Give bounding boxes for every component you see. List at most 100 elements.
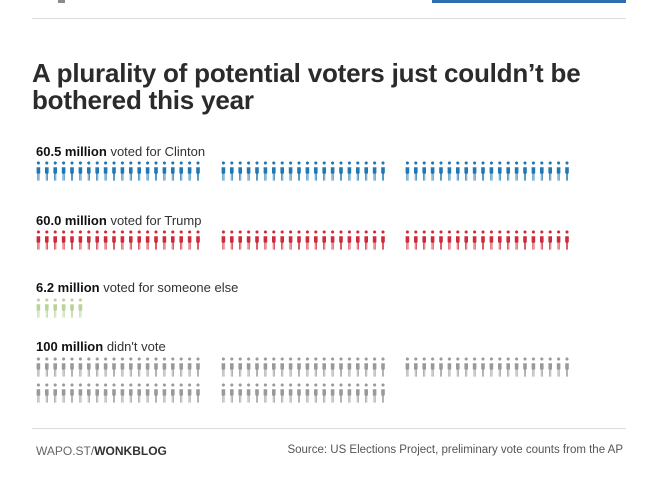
person-icon xyxy=(263,383,268,403)
person-icon xyxy=(330,383,335,403)
person-icon xyxy=(439,161,443,181)
person-icon xyxy=(305,357,310,377)
person-icon xyxy=(322,383,326,403)
person-icon xyxy=(540,161,544,181)
person-icon xyxy=(53,298,57,318)
series-did-not-vote xyxy=(36,357,569,403)
person-icon xyxy=(162,357,167,377)
person-icon xyxy=(255,161,259,181)
footer-site-name: WONKBLOG xyxy=(94,444,167,458)
person-icon xyxy=(196,383,200,403)
person-icon xyxy=(556,161,561,181)
person-icon xyxy=(356,161,360,181)
label-other-value: 6.2 million xyxy=(36,280,100,295)
person-icon xyxy=(314,357,318,377)
chart-title: A plurality of potential voters just cou… xyxy=(32,58,581,115)
person-icon xyxy=(514,357,519,377)
person-icon xyxy=(297,357,301,377)
person-icon xyxy=(255,230,259,250)
person-icon xyxy=(238,357,242,377)
person-icon xyxy=(297,230,301,250)
person-icon xyxy=(179,383,183,403)
person-icon xyxy=(95,161,99,181)
person-icon xyxy=(506,357,510,377)
person-icon xyxy=(439,357,443,377)
label-other: 6.2 million voted for someone else xyxy=(36,280,238,295)
person-icon xyxy=(347,357,352,377)
person-icon xyxy=(489,230,494,250)
person-icon xyxy=(61,161,66,181)
label-trump-text: voted for Trump xyxy=(110,213,202,228)
label-nonvoters-text: didn't vote xyxy=(106,339,166,354)
person-icon xyxy=(447,357,452,377)
person-icon xyxy=(137,230,141,250)
person-icon xyxy=(145,230,150,250)
person-icon xyxy=(356,357,360,377)
series-clinton xyxy=(36,161,569,181)
person-icon xyxy=(314,383,318,403)
person-icon xyxy=(230,161,234,181)
person-icon xyxy=(61,357,66,377)
person-icon xyxy=(464,161,468,181)
person-icon xyxy=(78,298,83,318)
person-icon xyxy=(154,383,158,403)
person-icon xyxy=(339,161,343,181)
person-icon xyxy=(305,230,310,250)
person-icon xyxy=(430,357,435,377)
person-icon xyxy=(112,230,116,250)
person-icon xyxy=(305,383,310,403)
person-icon xyxy=(70,383,74,403)
person-icon xyxy=(498,161,502,181)
person-icon xyxy=(95,383,99,403)
person-icon xyxy=(87,161,91,181)
person-icon xyxy=(405,357,410,377)
person-icon xyxy=(137,383,141,403)
person-icon xyxy=(45,161,49,181)
footer-source: Source: US Elections Project, preliminar… xyxy=(287,444,623,456)
person-icon xyxy=(372,230,377,250)
person-icon xyxy=(372,357,377,377)
person-icon xyxy=(314,230,318,250)
person-icon xyxy=(330,357,335,377)
person-icon xyxy=(514,230,519,250)
person-icon xyxy=(322,161,326,181)
person-icon xyxy=(565,357,569,377)
person-icon xyxy=(414,357,418,377)
person-icon xyxy=(78,161,83,181)
person-icon xyxy=(272,357,276,377)
person-icon xyxy=(288,230,293,250)
person-icon xyxy=(322,230,326,250)
person-icon xyxy=(78,230,83,250)
person-icon xyxy=(221,357,226,377)
person-icon xyxy=(381,230,385,250)
person-icon xyxy=(53,230,57,250)
person-icon xyxy=(187,357,192,377)
person-icon xyxy=(381,357,385,377)
person-icon xyxy=(364,383,368,403)
person-icon xyxy=(145,383,150,403)
person-icon xyxy=(53,357,57,377)
person-icon xyxy=(339,230,343,250)
series-trump xyxy=(36,230,569,250)
person-icon xyxy=(531,161,536,181)
person-icon xyxy=(196,161,200,181)
person-icon xyxy=(129,230,133,250)
person-icon xyxy=(347,383,352,403)
person-icon xyxy=(61,383,66,403)
person-icon xyxy=(61,298,66,318)
person-icon xyxy=(187,383,192,403)
person-icon xyxy=(221,161,226,181)
person-icon xyxy=(356,230,360,250)
person-icon xyxy=(255,357,259,377)
person-icon xyxy=(272,383,276,403)
person-icon xyxy=(556,230,561,250)
person-icon xyxy=(53,383,57,403)
person-icon xyxy=(263,357,268,377)
person-icon xyxy=(297,161,301,181)
top-divider xyxy=(32,18,626,19)
person-icon xyxy=(230,383,234,403)
person-icon xyxy=(171,383,175,403)
person-icon xyxy=(179,357,183,377)
label-nonvoters-value: 100 million xyxy=(36,339,104,354)
